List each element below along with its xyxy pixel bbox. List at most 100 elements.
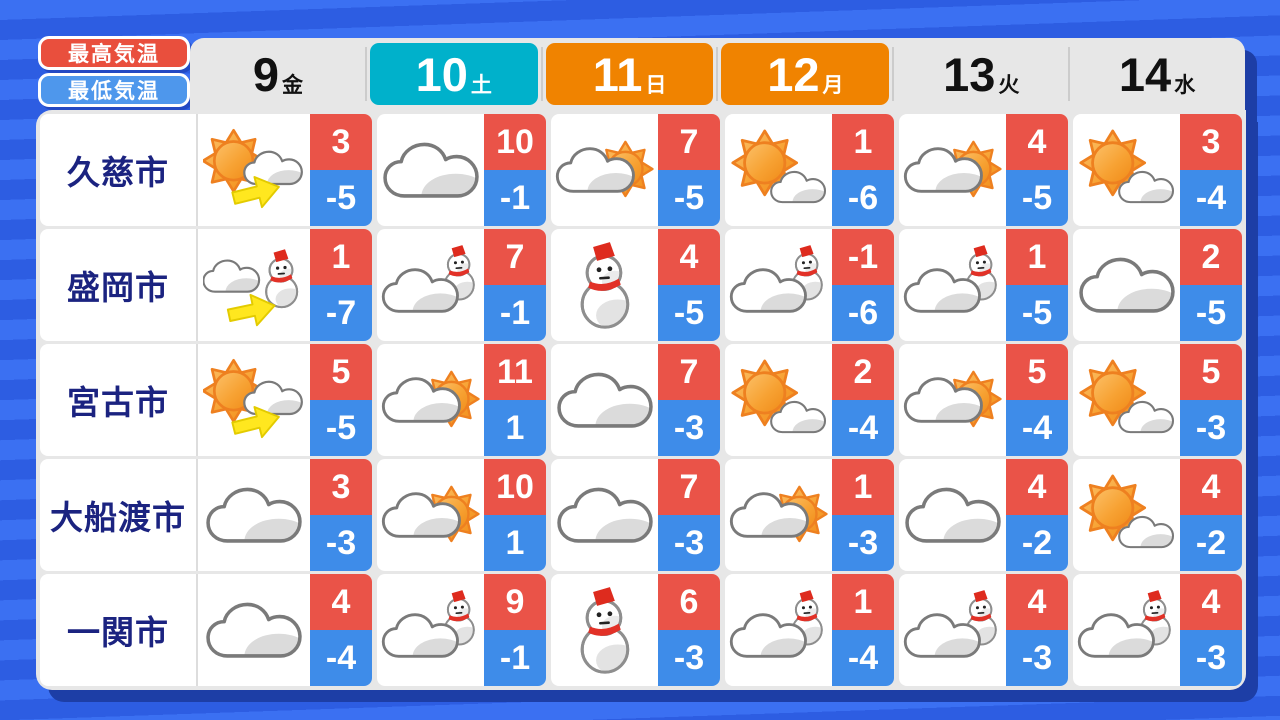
high-temp: 10 — [484, 114, 546, 170]
temperature-column: 4 -2 — [1180, 459, 1242, 571]
high-temp: 2 — [832, 344, 894, 400]
day-header-10: 10 土 — [364, 38, 542, 110]
city-name: 大船渡市 — [50, 499, 186, 536]
day-cell: 6 -3 — [551, 574, 720, 686]
low-temp: -3 — [1006, 630, 1068, 686]
low-temp: -5 — [1006, 285, 1068, 341]
temperature-column: 1 -7 — [310, 229, 372, 341]
day-of-week: 日 — [645, 74, 667, 97]
low-temp: -4 — [832, 400, 894, 456]
sun-then-cloud-icon — [198, 344, 310, 456]
lead-cell: 一関市 4 -4 — [40, 574, 372, 686]
sun-cloud-icon — [1073, 459, 1180, 571]
cloud-sun-icon — [377, 344, 484, 456]
day-cell: 1 -5 — [899, 229, 1068, 341]
temperature-column: 5 -5 — [310, 344, 372, 456]
forecast-cell: 5 -3 — [1073, 344, 1242, 456]
day-cell: 7 -5 — [551, 114, 720, 226]
low-temp: -3 — [1180, 400, 1242, 456]
temperature-legend: 最高気温 最低気温 — [38, 36, 190, 110]
cloud-snow-icon — [725, 229, 832, 341]
high-temp: 3 — [310, 114, 372, 170]
low-temp: -4 — [310, 630, 372, 686]
forecast-cell: 1 -7 — [198, 229, 372, 341]
table-row: 宮古市 5 -5 11 1 7 -3 2 -4 5 -4 — [40, 344, 1242, 456]
table-row: 久慈市 3 -5 10 -1 7 -5 1 -6 4 -5 — [40, 114, 1242, 226]
city-name: 一関市 — [67, 614, 169, 651]
city-cell: 一関市 — [40, 574, 198, 686]
high-temp: 7 — [658, 344, 720, 400]
high-temp-legend: 最高気温 — [38, 36, 190, 70]
sun-cloud-icon — [725, 114, 832, 226]
cloud-then-snow-icon — [198, 229, 310, 341]
cloud-icon — [551, 459, 658, 571]
high-temp: 9 — [484, 574, 546, 630]
day-cell: 4 -3 — [899, 574, 1068, 686]
sun-cloud-icon — [725, 344, 832, 456]
low-temp: -6 — [832, 285, 894, 341]
forecast-cell: 7 -3 — [551, 459, 720, 571]
temperature-column: 7 -5 — [658, 114, 720, 226]
temperature-column: 10 1 — [484, 459, 546, 571]
day-header-9: 9 金 — [190, 38, 366, 110]
temperature-column: 1 -6 — [832, 114, 894, 226]
cloud-icon — [198, 574, 310, 686]
day-highlight — [369, 43, 538, 105]
lead-cell: 久慈市 3 -5 — [40, 114, 372, 226]
low-temp: -5 — [310, 170, 372, 226]
forecast-cell: 3 -5 — [198, 114, 372, 226]
forecast-cell: 1 -6 — [725, 114, 894, 226]
temperature-column: 6 -3 — [658, 574, 720, 686]
forecast-cell: 1 -4 — [725, 574, 894, 686]
forecast-cell: 5 -4 — [899, 344, 1068, 456]
day-cell: 1 -4 — [725, 574, 894, 686]
low-temp: -3 — [658, 515, 720, 571]
forecast-cell: 9 -1 — [377, 574, 546, 686]
low-temp: -5 — [310, 400, 372, 456]
low-temp: -2 — [1180, 515, 1242, 571]
temperature-column: 4 -5 — [1006, 114, 1068, 226]
high-temp: 5 — [310, 344, 372, 400]
temperature-column: 3 -3 — [310, 459, 372, 571]
forecast-cell: 5 -5 — [198, 344, 372, 456]
day-number: 14 — [1118, 47, 1172, 101]
city-cell: 宮古市 — [40, 344, 198, 456]
day-cell: 7 -3 — [551, 459, 720, 571]
day-cell: 4 -2 — [899, 459, 1068, 571]
low-temp: -3 — [658, 630, 720, 686]
day-cell: 4 -5 — [899, 114, 1068, 226]
day-cell: 10 1 — [377, 459, 546, 571]
temperature-column: 2 -5 — [1180, 229, 1242, 341]
city-cell: 盛岡市 — [40, 229, 198, 341]
temperature-column: 1 -4 — [832, 574, 894, 686]
high-temp: 10 — [484, 459, 546, 515]
forecast-cell: 7 -1 — [377, 229, 546, 341]
forecast-cell: 2 -4 — [725, 344, 894, 456]
temperature-column: -1 -6 — [832, 229, 894, 341]
high-temp: 7 — [484, 229, 546, 285]
forecast-cell: 10 -1 — [377, 114, 546, 226]
low-temp: -3 — [832, 515, 894, 571]
low-temp: -7 — [310, 285, 372, 341]
cloud-icon — [377, 114, 484, 226]
day-cell: 1 -6 — [725, 114, 894, 226]
high-temp: 4 — [1006, 114, 1068, 170]
day-number: 9 — [252, 47, 279, 101]
temperature-column: 7 -3 — [658, 344, 720, 456]
day-of-week: 水 — [1174, 74, 1196, 97]
temperature-column: 4 -4 — [310, 574, 372, 686]
high-temp: 2 — [1180, 229, 1242, 285]
forecast-cell: 3 -4 — [1073, 114, 1242, 226]
day-cell: 10 -1 — [377, 114, 546, 226]
high-temp: 1 — [832, 114, 894, 170]
high-temp: 11 — [484, 344, 546, 400]
high-temp: 4 — [658, 229, 720, 285]
temperature-column: 7 -3 — [658, 459, 720, 571]
day-of-week: 月 — [822, 74, 844, 97]
forecast-cell: 4 -4 — [198, 574, 372, 686]
low-temp: -1 — [484, 630, 546, 686]
forecast-cell: 3 -3 — [198, 459, 372, 571]
day-cell: 2 -5 — [1073, 229, 1242, 341]
sun-cloud-icon — [1073, 114, 1180, 226]
